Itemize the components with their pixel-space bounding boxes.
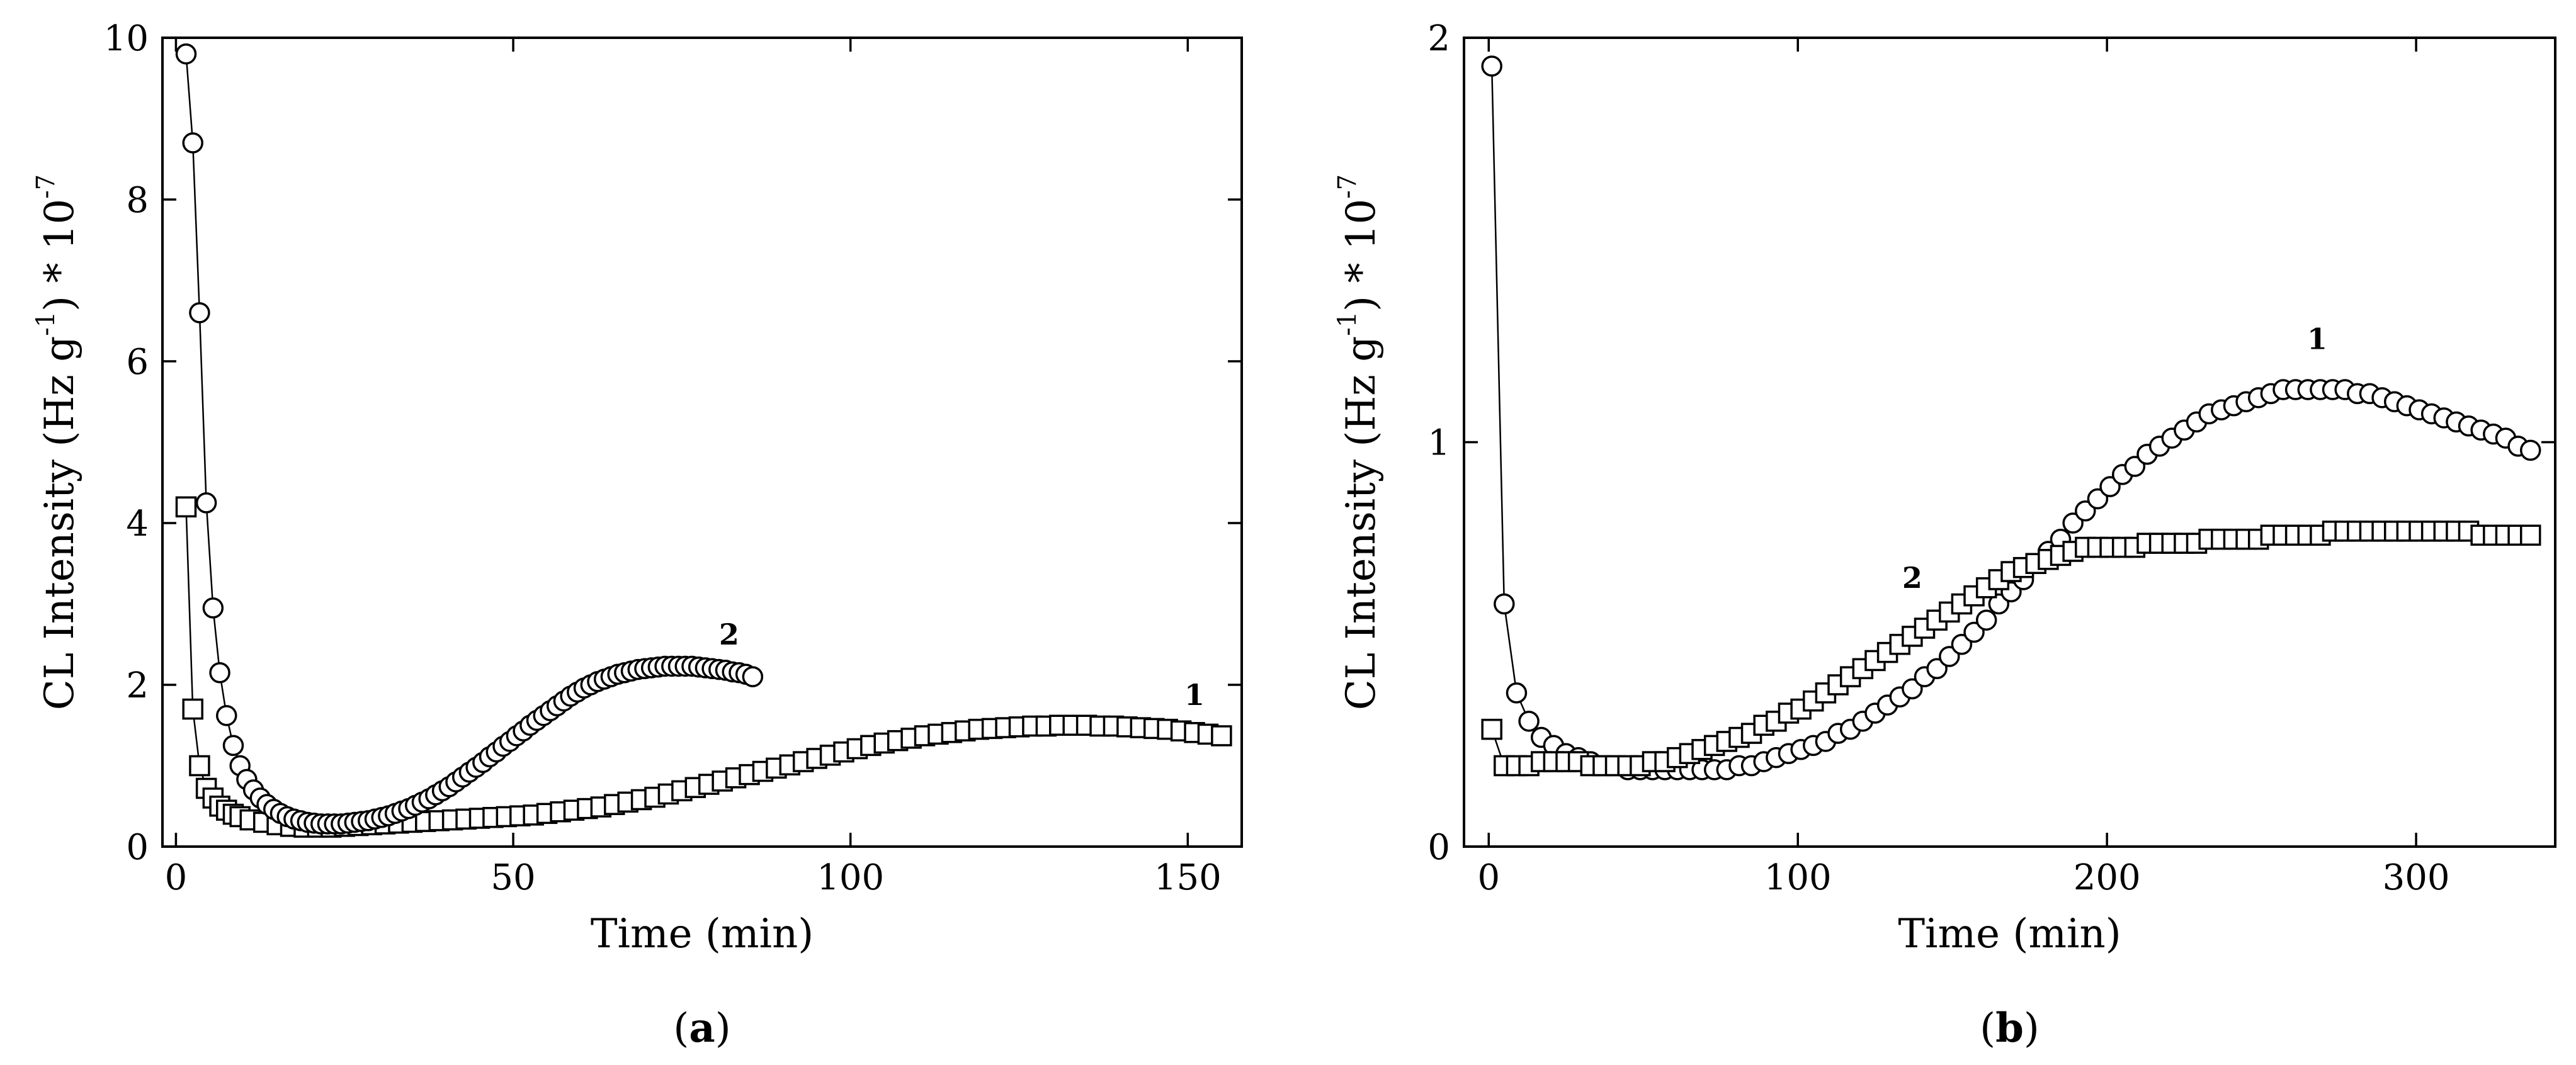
- y-tick-label: 10: [104, 18, 149, 59]
- caption-close: ): [715, 1005, 731, 1052]
- data-point: [175, 43, 197, 65]
- series-2: 2: [1481, 521, 2541, 777]
- data-point: [2087, 488, 2109, 510]
- y-tick-label: 0: [1427, 827, 1450, 868]
- curve-label-1: 1: [2307, 322, 2327, 356]
- x-axis-title: Time (min): [1898, 911, 2121, 957]
- data-point: [1902, 678, 1923, 700]
- data-point: [216, 705, 237, 726]
- data-point: [189, 755, 210, 777]
- x-tick-label: 150: [1154, 857, 1222, 898]
- caption-letter: a: [689, 1005, 715, 1052]
- y-axis-title: CL Intensity (Hz g-1) * 10-7: [1333, 174, 1385, 711]
- y-axis-title-sup1: -1: [1333, 312, 1362, 336]
- data-point: [2075, 500, 2096, 522]
- series-1: 1: [1481, 55, 2541, 780]
- series-2: 2: [175, 43, 764, 835]
- y-axis-title-main: CL Intensity (Hz g: [1338, 336, 1385, 710]
- panel-caption: (a): [673, 1005, 730, 1052]
- data-point: [1951, 634, 1973, 655]
- data-point: [1939, 646, 1960, 667]
- y-tick-label: 6: [126, 342, 149, 383]
- y-axis-title-sup2: -7: [1333, 174, 1362, 199]
- data-point: [1481, 55, 1502, 77]
- plot-frame: [1463, 37, 2556, 848]
- caption-open: (: [1980, 1005, 1995, 1052]
- data-point: [182, 698, 203, 720]
- data-point: [2099, 476, 2121, 497]
- x-tick-label: 0: [1477, 857, 1500, 898]
- y-axis-title-sup1: -1: [31, 312, 60, 336]
- data-point: [2519, 439, 2541, 461]
- y-tick-label: 4: [126, 504, 149, 544]
- x-tick-label: 100: [817, 857, 884, 898]
- panel-caption: (b): [1980, 1005, 2040, 1052]
- y-tick-label: 2: [126, 665, 149, 706]
- x-tick-label: 50: [491, 857, 535, 898]
- x-axis-title: Time (min): [591, 911, 814, 957]
- data-point: [1518, 711, 1540, 732]
- x-tick-label: 300: [2383, 857, 2450, 898]
- y-axis-title-mid: ) * 10: [1338, 199, 1385, 312]
- data-point: [1494, 593, 1515, 615]
- data-point: [202, 597, 224, 619]
- data-point: [175, 496, 197, 518]
- data-point: [2519, 524, 2541, 546]
- series-1-line: [1490, 65, 2531, 771]
- data-point: [1975, 609, 1997, 631]
- panel-b: 0 100 200 300 0 1 2 Time (min) CL Intensity (Hz …: [1333, 18, 2556, 1052]
- data-point: [209, 662, 230, 684]
- y-axis-title-main: CL Intensity (Hz g: [37, 336, 83, 710]
- x-tick-label: 200: [2074, 857, 2141, 898]
- data-point: [1963, 621, 1985, 643]
- y-tick-label: 2: [1427, 18, 1450, 59]
- y-axis-title-mid: ) * 10: [37, 199, 83, 312]
- curve-label-2: 2: [1902, 561, 1922, 595]
- y-axis-title-sup2: -7: [31, 174, 60, 199]
- y-tick-label: 0: [126, 827, 149, 868]
- x-tick-label: 0: [165, 857, 188, 898]
- data-point: [742, 666, 764, 687]
- y-tick-label: 1: [1427, 423, 1450, 464]
- data-point: [1988, 593, 2010, 615]
- data-point: [2124, 456, 2146, 477]
- caption-letter: b: [1995, 1005, 2024, 1052]
- series-1: 1: [175, 496, 1232, 838]
- y-axis-title: CL Intensity (Hz g-1) * 10-7: [31, 174, 83, 711]
- data-point: [1926, 658, 1948, 680]
- curve-label-2: 2: [719, 617, 739, 651]
- caption-open: (: [673, 1005, 689, 1052]
- data-point: [182, 132, 203, 154]
- data-point: [189, 302, 210, 324]
- data-point: [2062, 512, 2084, 534]
- panel-a: 0 50 100 150 0 2 4 6 8 10 Time (min) CL Intensity (…: [31, 18, 1243, 1052]
- data-point: [1481, 718, 1502, 740]
- series-2-line: [185, 54, 753, 825]
- plot-frame: [161, 37, 1243, 848]
- data-point: [1506, 682, 1528, 704]
- y-tick-label: 8: [126, 180, 149, 221]
- data-point: [222, 735, 244, 757]
- data-point: [195, 492, 217, 514]
- data-point: [1211, 725, 1232, 747]
- curve-label-1: 1: [1184, 678, 1205, 712]
- x-tick-label: 100: [1764, 857, 1832, 898]
- caption-close: ): [2024, 1005, 2040, 1052]
